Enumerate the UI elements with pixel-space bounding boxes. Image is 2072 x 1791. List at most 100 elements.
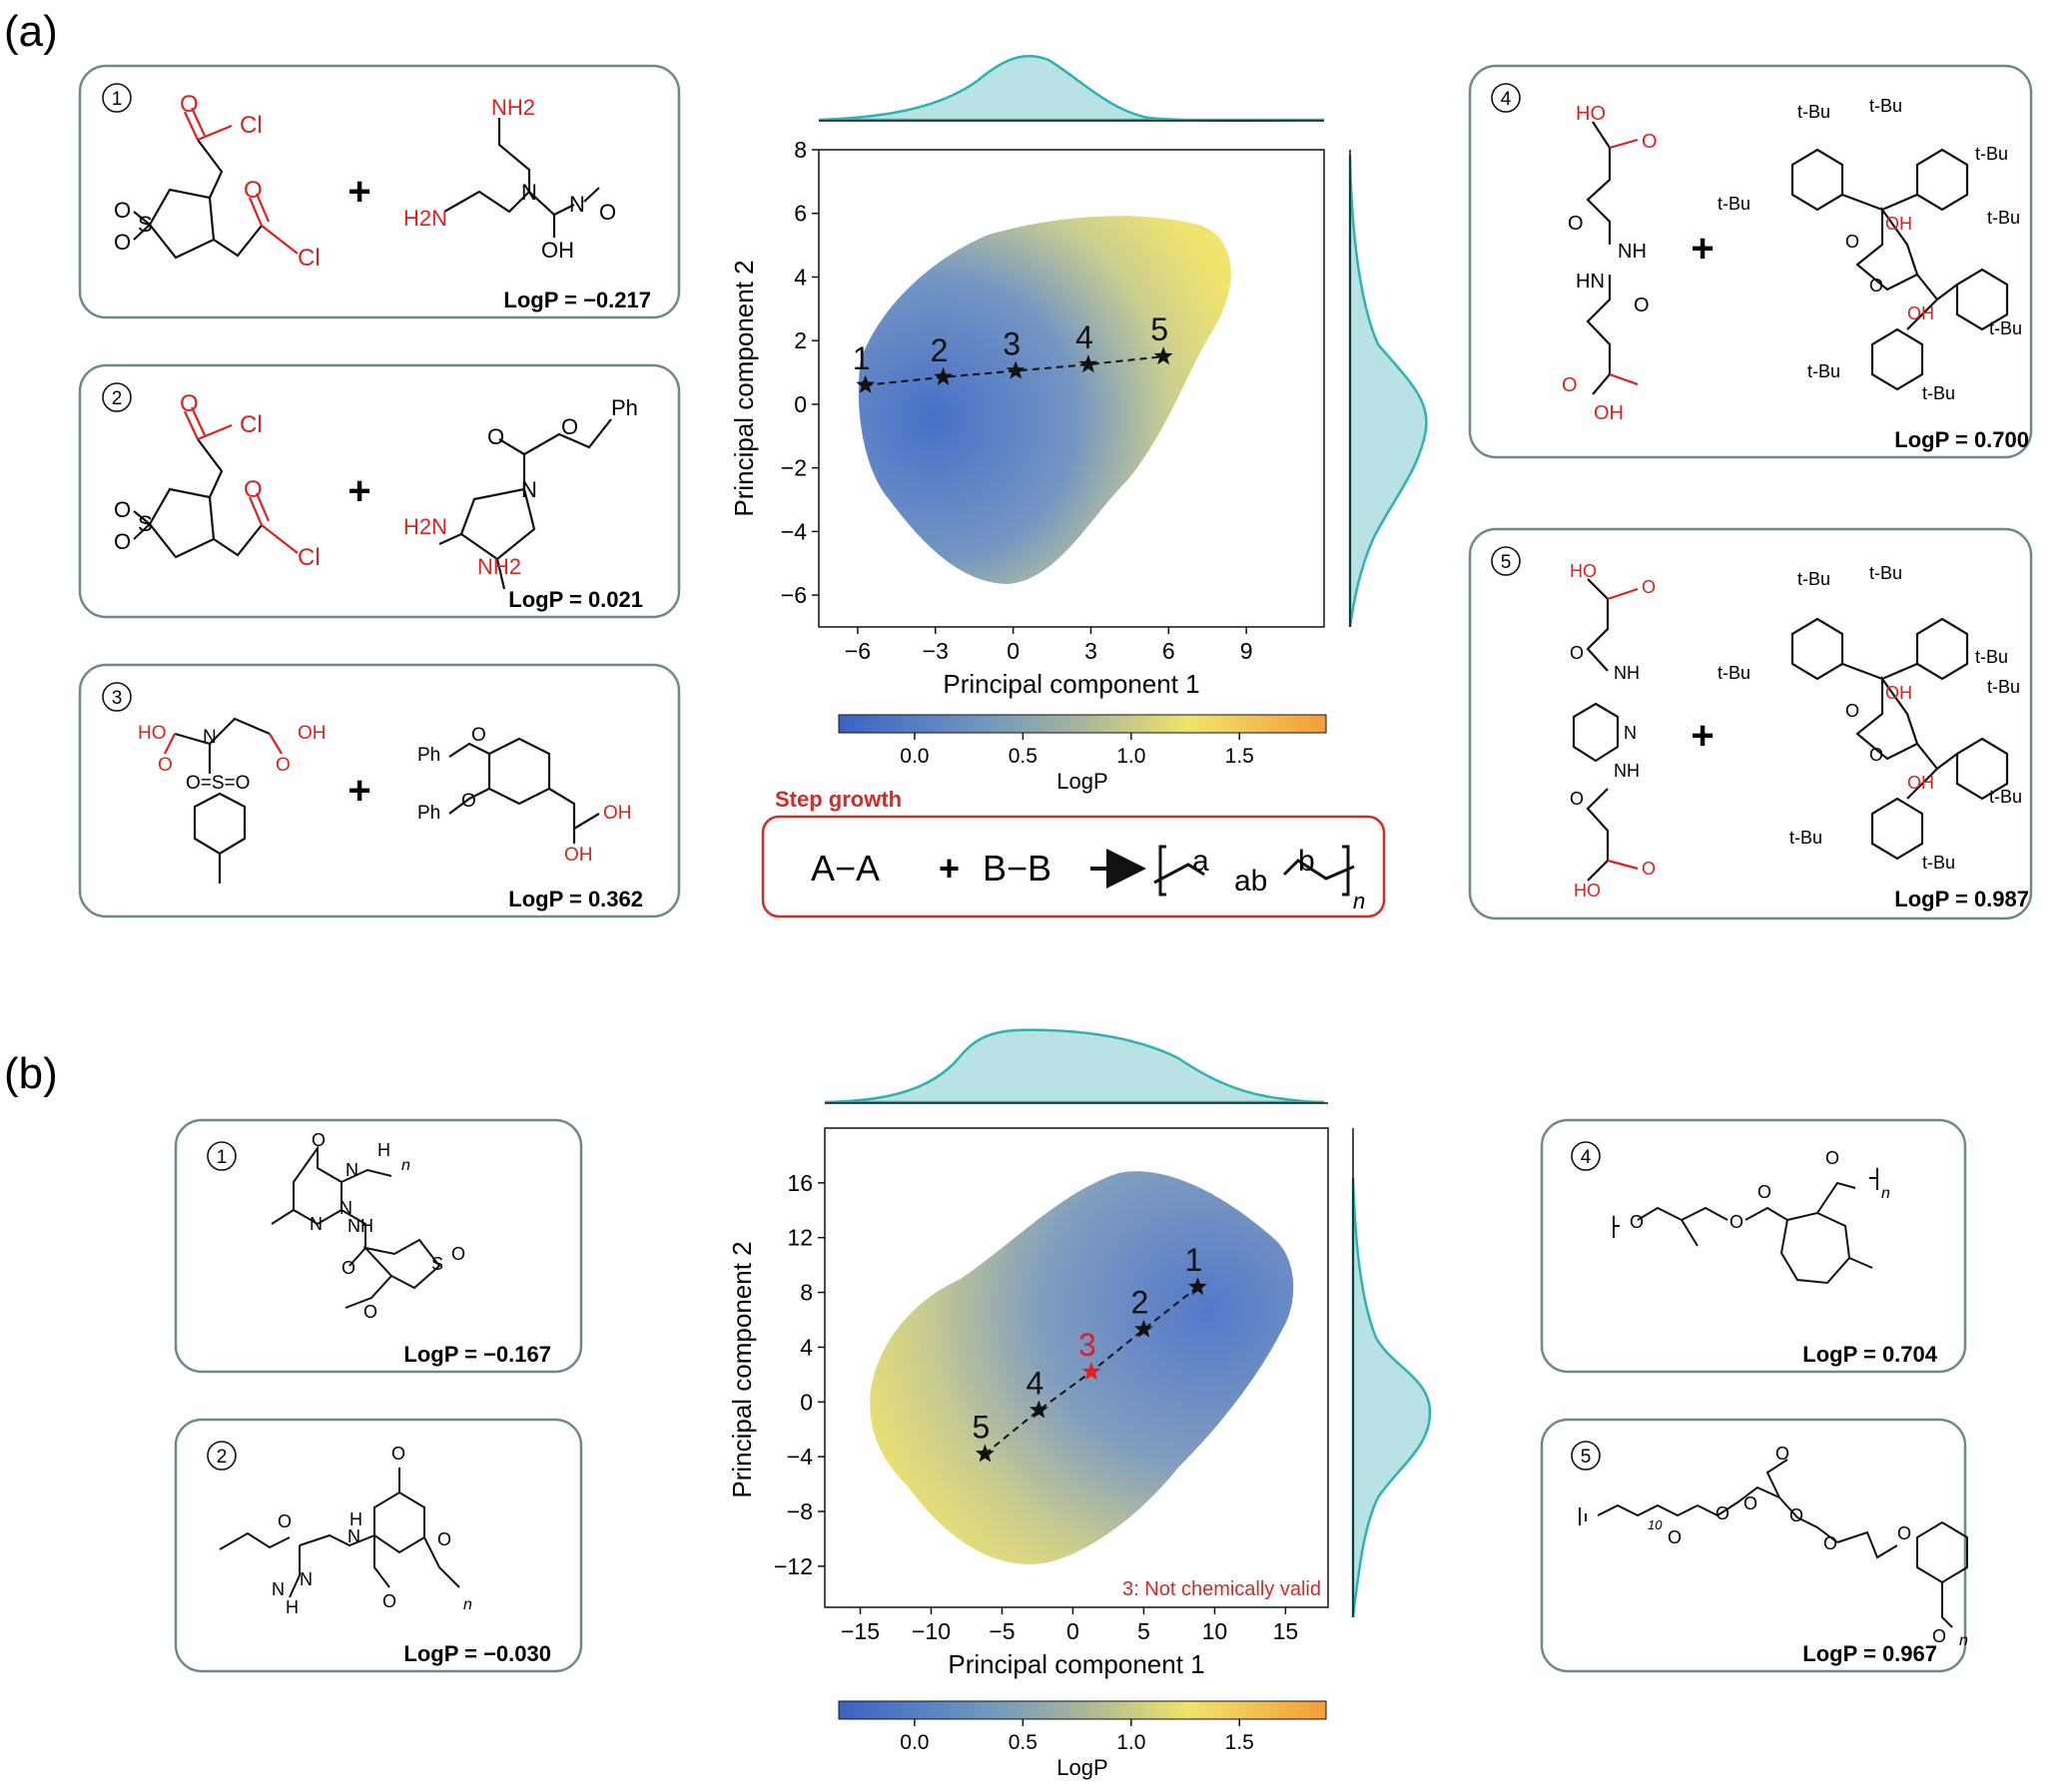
atom-label: O bbox=[1825, 1148, 1839, 1168]
atom-label: H2N bbox=[403, 206, 447, 231]
y-tick-label: 12 bbox=[787, 1225, 813, 1251]
product-n: n bbox=[1353, 889, 1365, 913]
atom-label: O bbox=[158, 755, 173, 776]
y-marginal-kde bbox=[1351, 1177, 1432, 1618]
atom-label: O bbox=[180, 390, 199, 417]
atom-label: t-Bu bbox=[1797, 569, 1830, 589]
atom-label: NH bbox=[1614, 761, 1640, 781]
panel-a-box-5: 5 HO O O HO O NH N NH O + t-Bu t-B bbox=[1468, 527, 2033, 920]
atom-label: t-Bu bbox=[1922, 383, 1955, 403]
box-number: 2 bbox=[217, 1447, 228, 1468]
atom-label: t-Bu bbox=[1975, 647, 2008, 667]
colorbar-tick-label: 0.5 bbox=[1009, 745, 1037, 768]
atom-label: N bbox=[272, 1579, 285, 1599]
path-point-label: 4 bbox=[1026, 1366, 1043, 1402]
atom-label: O bbox=[114, 198, 131, 223]
logp-value: LogP = −0.217 bbox=[503, 288, 651, 312]
atom-label: S bbox=[138, 212, 153, 237]
atom-label: NH2 bbox=[491, 95, 535, 120]
path-point-label: 1 bbox=[853, 340, 871, 376]
atom-label: H bbox=[349, 1509, 362, 1529]
colorbar-label: LogP bbox=[1056, 1755, 1107, 1780]
atom-label: O bbox=[391, 1444, 405, 1464]
path-point-star bbox=[934, 366, 954, 385]
atom-label: OH bbox=[1885, 683, 1912, 703]
panel-a-box-2: 2 O Cl O Cl O S O + O O Ph N H2N bbox=[78, 363, 681, 619]
atom-label: N bbox=[203, 727, 217, 748]
atom-label: NH bbox=[1614, 663, 1640, 683]
x-tick-label: −15 bbox=[841, 1618, 880, 1644]
colorbar-tick-label: 0.5 bbox=[1009, 1731, 1037, 1754]
molecule-reactant-b bbox=[443, 118, 600, 238]
molecule bbox=[271, 1144, 441, 1309]
point-cloud bbox=[870, 1171, 1294, 1564]
atom-label: OH bbox=[298, 723, 327, 744]
molecule-reactant-b bbox=[1790, 148, 2009, 391]
atom-label: H bbox=[377, 1140, 390, 1160]
atom-label: HO bbox=[1570, 561, 1597, 581]
x-tick-label: 6 bbox=[1162, 638, 1175, 664]
atom-label: t-Bu bbox=[1989, 318, 2022, 338]
molecule bbox=[1579, 1459, 1968, 1628]
atom-label: OH bbox=[1907, 303, 1934, 323]
atom-label: n bbox=[401, 1157, 410, 1174]
y-tick-label: 8 bbox=[794, 137, 807, 163]
x-tick-label: 10 bbox=[1202, 1618, 1228, 1644]
atom-label: N bbox=[340, 1198, 352, 1218]
path-point-label: 1 bbox=[1184, 1242, 1202, 1278]
molecule-reactant-b bbox=[1790, 617, 2009, 861]
atom-label: O bbox=[1642, 577, 1656, 597]
atom-label: n bbox=[463, 1596, 472, 1613]
atom-label: O bbox=[1845, 232, 1859, 252]
panel-b-box-5: 5 O 10 O O O O O O O n LogP = 0.967 bbox=[1540, 1418, 1968, 1673]
atom-label: O bbox=[342, 1258, 355, 1278]
axis-ticks: −6 −3 0 3 6 9 −6 −4 −2 0 2 4 6 8 bbox=[781, 137, 1253, 664]
atom-label: HO bbox=[1574, 881, 1601, 900]
y-tick-label: −4 bbox=[787, 1444, 813, 1470]
molecule-reactant-b bbox=[438, 418, 612, 590]
molecule-reactant-a bbox=[1572, 578, 1639, 882]
atom-label: NH bbox=[347, 1216, 373, 1236]
path-point-label: 3 bbox=[1003, 325, 1021, 361]
atom-label: t-Bu bbox=[1718, 663, 1750, 683]
atom-label: O bbox=[1570, 789, 1584, 809]
atom-label: O bbox=[1932, 1626, 1946, 1646]
x-tick-label: −6 bbox=[845, 638, 871, 664]
path-point-star bbox=[1078, 354, 1098, 373]
x-axis-label: Principal component 1 bbox=[943, 669, 1199, 699]
atom-label: OH bbox=[1907, 773, 1934, 793]
atom-label: O bbox=[1729, 1212, 1743, 1232]
path-point-star bbox=[856, 374, 876, 393]
atom-label: O bbox=[1757, 1182, 1771, 1202]
box-number: 4 bbox=[1501, 89, 1512, 110]
colorbar-tick-label: 0.0 bbox=[900, 1731, 929, 1754]
panel-b-box-4: 4 O O O O n LogP = 0.704 bbox=[1540, 1118, 1967, 1374]
plus-sign: + bbox=[1691, 227, 1714, 271]
y-tick-label: 16 bbox=[787, 1170, 813, 1196]
colorbar-tick-label: 1.0 bbox=[1116, 1731, 1145, 1754]
y-marginal-kde bbox=[1348, 154, 1428, 628]
colorbar-label: LogP bbox=[1056, 769, 1107, 794]
atom-label: O bbox=[1897, 1523, 1911, 1543]
box-number: 4 bbox=[1581, 1147, 1592, 1168]
atom-label: Ph bbox=[417, 745, 440, 766]
x-tick-label: 9 bbox=[1240, 638, 1253, 664]
x-tick-label: −10 bbox=[912, 1618, 951, 1644]
molecule bbox=[1613, 1168, 1878, 1285]
atom-label: O bbox=[451, 1244, 465, 1264]
atom-label: O bbox=[180, 91, 199, 118]
x-tick-label: 5 bbox=[1137, 1618, 1150, 1644]
path-point-star bbox=[1187, 1277, 1207, 1296]
molecule bbox=[219, 1468, 460, 1598]
y-axis-label: Principal component 2 bbox=[727, 1241, 757, 1497]
scheme-plus: + bbox=[939, 848, 960, 889]
atom-label: t-Bu bbox=[1987, 677, 2020, 697]
atom-label: O bbox=[114, 529, 131, 554]
atom-label: O bbox=[244, 177, 263, 204]
atom-label: O bbox=[561, 414, 578, 439]
atom-label: O bbox=[278, 1511, 292, 1531]
atom-label: HO bbox=[1576, 103, 1606, 125]
atom-label: Cl bbox=[298, 245, 321, 272]
